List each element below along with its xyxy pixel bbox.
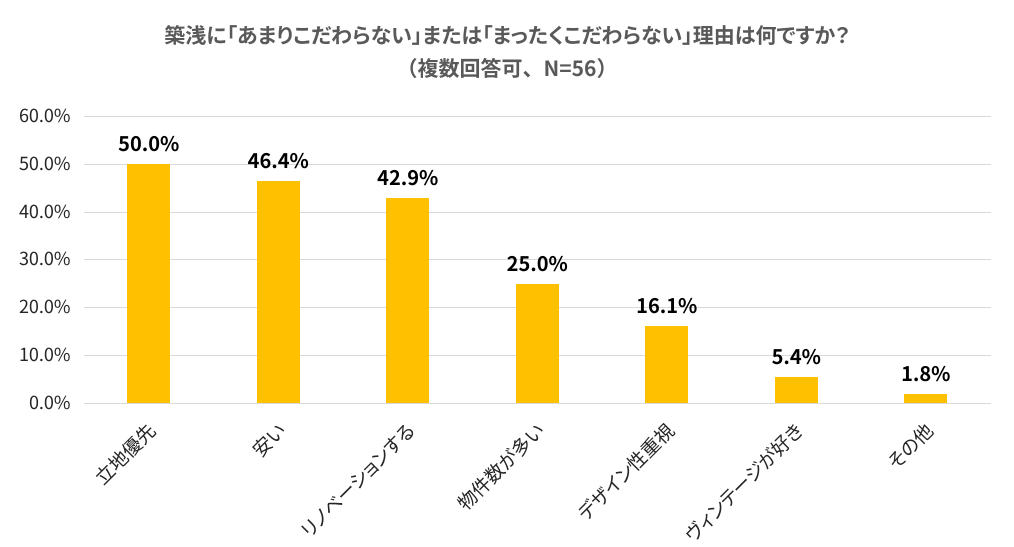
- gridline: [84, 163, 991, 165]
- bar: [515, 283, 559, 403]
- y-axis-tick-label: 10.0%: [18, 340, 71, 367]
- x-axis-category-label: ヴィンテージが好き: [678, 416, 809, 547]
- y-axis-tick-label: 60.0%: [18, 102, 71, 128]
- x-axis-line: [84, 402, 991, 404]
- bar-value-label: 46.4%: [247, 145, 309, 175]
- bar: [645, 326, 689, 403]
- chart-subtitle: （複数回答可、N=56）: [396, 53, 618, 83]
- y-axis-tick-label: 30.0%: [18, 245, 71, 272]
- chart-title-block: 築浅に「あまりこだわらない」または「まったくこだわらない」理由は何ですか？ （複…: [0, 19, 1014, 85]
- bar: [256, 181, 300, 403]
- bar: [386, 198, 430, 403]
- chart-title: 築浅に「あまりこだわらない」または「まったくこだわらない」理由は何ですか？: [164, 20, 850, 50]
- bar-value-label: 1.8%: [901, 358, 951, 388]
- x-axis-category-label: 物件数が多い: [451, 416, 550, 516]
- gridline: [84, 116, 991, 117]
- bar: [774, 377, 818, 403]
- bar-value-label: 5.4%: [771, 341, 821, 371]
- bar-value-label: 50.0%: [118, 128, 180, 158]
- bar: [127, 164, 171, 403]
- y-axis-tick-label: 40.0%: [18, 197, 71, 224]
- gridline: [84, 259, 991, 261]
- x-axis-category-label: 安い: [245, 416, 291, 462]
- bar: [904, 394, 948, 403]
- gridline: [84, 211, 991, 213]
- x-axis-category-label: リノベーションする: [294, 416, 421, 543]
- x-axis-category-label: 立地優先: [88, 416, 162, 490]
- bar-value-label: 25.0%: [506, 247, 568, 277]
- x-axis-category-label: デザイン性重視: [570, 416, 680, 526]
- y-axis-tick-label: 20.0%: [18, 293, 71, 319]
- bar-value-label: 42.9%: [377, 162, 439, 192]
- x-axis-category-label: その他: [880, 416, 939, 475]
- bar-value-label: 16.1%: [636, 290, 698, 320]
- y-axis-tick-label: 50.0%: [18, 149, 71, 176]
- y-axis-tick-label: 0.0%: [28, 388, 71, 415]
